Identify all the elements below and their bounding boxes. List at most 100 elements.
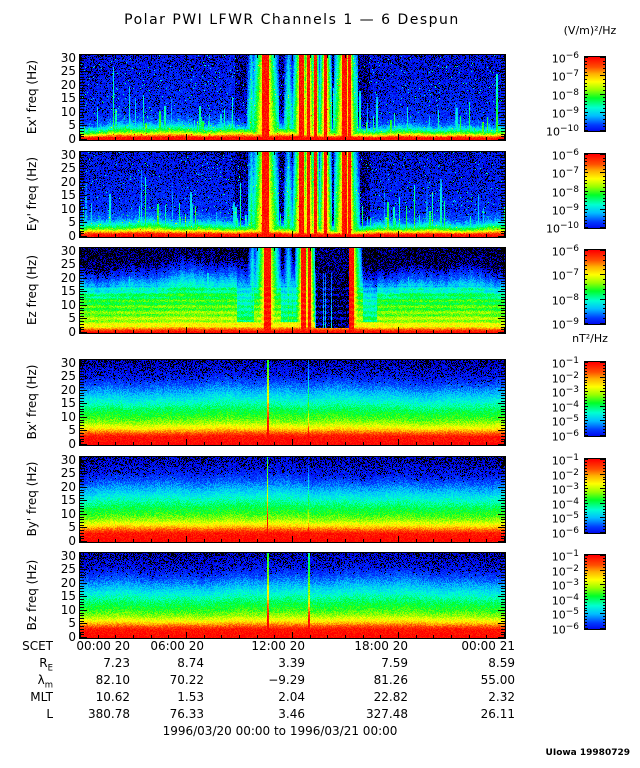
spectrogram-ex (79, 54, 506, 141)
ephemeris-row-label-scet: SCET (22, 639, 53, 653)
colorbar-tick-label: 10−3 (551, 482, 579, 497)
colorbar-tick-label: 10−7 (551, 268, 579, 283)
freq-tick-label: 5 (68, 520, 76, 535)
colorbar-tick-label: 10−3 (551, 578, 579, 593)
freq-tick-label: 30 (60, 147, 76, 162)
colorbar-tick-label: 10−10 (546, 221, 579, 236)
freq-tick-label: 25 (60, 466, 76, 481)
colorbar-tick-label: 10−5 (551, 607, 579, 622)
ephemeris-value: 26.11 (480, 707, 515, 721)
colorbar-tick-label: 10−8 (551, 293, 579, 308)
freq-tick-label: 30 (60, 355, 76, 370)
colorbar-tick-label: 10−5 (551, 414, 579, 429)
ephemeris-value: 8.59 (488, 656, 515, 670)
freq-tick-label: 0 (68, 437, 76, 451)
freq-tick-label: 15 (60, 284, 76, 299)
colorbar-tick-label: 10−2 (551, 468, 579, 483)
electric-units-label: (V/m)²/Hz (563, 24, 617, 37)
ephemeris-value: 70.22 (169, 673, 204, 687)
colorbar-tick-label: 10−6 (551, 51, 579, 66)
ephemeris-value: 7.59 (381, 656, 408, 670)
freq-tick-label: 15 (60, 91, 76, 106)
freq-tick-label: 25 (60, 64, 76, 79)
colorbar-by (584, 458, 606, 534)
time-axis-label: 18:00 20 (354, 639, 408, 653)
freq-tick-label: 5 (68, 423, 76, 438)
freq-tick-label: 20 (60, 479, 76, 494)
freq-tick-label: 20 (60, 174, 76, 189)
colorbar-tick-label: 10−1 (551, 356, 579, 371)
freq-tick-label: 0 (68, 132, 76, 146)
freq-tick-label: 0 (68, 229, 76, 243)
ephemeris-value: 81.26 (373, 673, 408, 687)
spectrogram-bz (79, 552, 506, 639)
freq-tick-label: 10 (60, 602, 76, 617)
colorbar-tick-label: 10−10 (546, 124, 579, 139)
colorbar-tick-label: 10−6 (551, 526, 579, 541)
ephemeris-value: 22.82 (373, 690, 408, 704)
colorbar-tick-label: 10−2 (551, 371, 579, 386)
colorbar-tick-label: 10−6 (551, 244, 579, 259)
ephemeris-value: 10.62 (95, 690, 130, 704)
panel-ylabel-ez: Ez freq (Hz) (25, 254, 39, 325)
colorbar-tick-label: 10−5 (551, 511, 579, 526)
freq-tick-label: 25 (60, 562, 76, 577)
ephemeris-row-label-: λm (37, 673, 53, 691)
colorbar-tick-label: 10−9 (551, 317, 579, 332)
page-title: Polar PWI LFWR Channels 1 — 6 Despun (124, 12, 460, 28)
freq-tick-label: 30 (60, 452, 76, 467)
colorbar-tick-label: 10−6 (551, 622, 579, 637)
ephemeris-value: 7.23 (103, 656, 130, 670)
time-axis-label: 06:00 20 (150, 639, 204, 653)
spectrogram-bx (79, 359, 506, 446)
colorbar-tick-label: 10−9 (551, 203, 579, 218)
ephemeris-value: 8.74 (177, 656, 204, 670)
freq-tick-label: 0 (68, 630, 76, 644)
ephemeris-row-label-mlt: MLT (30, 690, 53, 704)
ephemeris-value: 82.10 (95, 673, 130, 687)
colorbar-tick-label: 10−7 (551, 69, 579, 84)
spectrogram-ez (79, 247, 506, 334)
colorbar-ex (584, 56, 606, 132)
colorbar-bx (584, 361, 606, 437)
colorbar-ey (584, 153, 606, 229)
freq-tick-label: 15 (60, 396, 76, 411)
freq-tick-label: 0 (68, 325, 76, 339)
freq-tick-label: 30 (60, 243, 76, 258)
time-axis-label: 00:00 20 (76, 639, 130, 653)
ephemeris-value: −9.29 (268, 673, 305, 687)
freq-tick-label: 30 (60, 50, 76, 65)
freq-tick-label: 10 (60, 201, 76, 216)
ephemeris-row-label-l: L (46, 707, 53, 721)
time-axis-label: 00:00 21 (461, 639, 515, 653)
freq-tick-label: 10 (60, 297, 76, 312)
freq-tick-label: 20 (60, 382, 76, 397)
freq-tick-label: 5 (68, 215, 76, 230)
ephemeris-row-label-r: RE (39, 656, 53, 674)
freq-tick-label: 30 (60, 548, 76, 563)
ephemeris-value: 2.32 (488, 690, 515, 704)
ephemeris-value: 55.00 (480, 673, 515, 687)
colorbar-tick-label: 10−6 (551, 429, 579, 444)
colorbar-tick-label: 10−8 (551, 88, 579, 103)
freq-tick-label: 15 (60, 188, 76, 203)
date-range-label: 1996/03/20 00:00 to 1996/03/21 00:00 (162, 724, 398, 738)
colorbar-tick-label: 10−4 (551, 593, 579, 608)
freq-tick-label: 15 (60, 493, 76, 508)
spectrogram-by (79, 456, 506, 543)
magnetic-units-label: nT²/Hz (572, 332, 608, 345)
colorbar-tick-label: 10−4 (551, 400, 579, 415)
colorbar-ez (584, 249, 606, 325)
ephemeris-value: 76.33 (169, 707, 204, 721)
freq-tick-label: 15 (60, 589, 76, 604)
colorbar-tick-label: 10−9 (551, 106, 579, 121)
freq-tick-label: 25 (60, 161, 76, 176)
freq-tick-label: 20 (60, 270, 76, 285)
credit-label: UIowa 19980729 (545, 748, 630, 758)
colorbar-tick-label: 10−8 (551, 185, 579, 200)
ephemeris-value: 3.39 (278, 656, 305, 670)
colorbar-tick-label: 10−1 (551, 549, 579, 564)
ephemeris-value: 1.53 (177, 690, 204, 704)
colorbar-tick-label: 10−1 (551, 453, 579, 468)
